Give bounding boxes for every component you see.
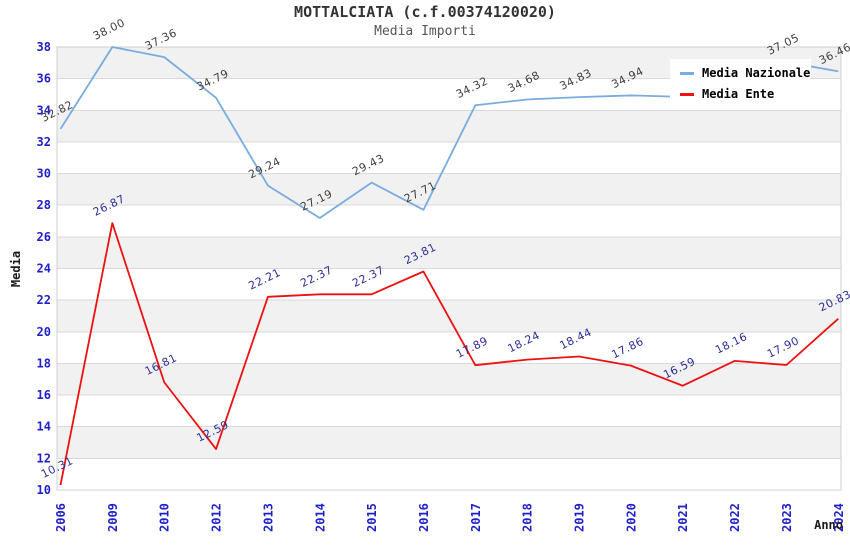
x-tick-label: 2018 — [521, 503, 535, 532]
y-tick-label: 24 — [37, 262, 51, 276]
y-tick-label: 26 — [37, 230, 51, 244]
y-tick-label: 20 — [37, 325, 51, 339]
data-label: 17.89 — [454, 334, 490, 361]
y-tick-label: 30 — [37, 167, 51, 181]
y-tick-label: 16 — [37, 388, 51, 402]
x-tick-label: 2017 — [469, 503, 483, 532]
plot-border — [56, 46, 842, 491]
grid-band — [57, 236, 841, 269]
y-tick-label: 38 — [37, 40, 51, 54]
chart-title: MOTTALCIATA (c.f.00374120020) — [294, 3, 556, 21]
x-tick-label: 2013 — [261, 503, 275, 532]
legend-item-media-nazionale: Media Nazionale — [680, 66, 811, 80]
x-tick-label: 2012 — [210, 503, 224, 532]
y-axis-title: Media — [9, 251, 23, 287]
y-tick-label: 36 — [37, 72, 51, 86]
data-label: 18.24 — [506, 329, 542, 356]
x-tick-label: 2006 — [54, 503, 68, 532]
x-tick-label: 2021 — [676, 503, 690, 532]
x-tick-label: 2016 — [417, 503, 431, 532]
y-tick-label: 22 — [37, 293, 51, 307]
x-tick-label: 2024 — [832, 503, 846, 532]
data-label: 18.16 — [713, 330, 749, 357]
x-tick-label: 2023 — [780, 503, 794, 532]
x-tick-label: 2009 — [106, 503, 120, 532]
x-tick-label: 2020 — [624, 503, 638, 532]
y-tick-label: 14 — [37, 420, 51, 434]
y-tick-label: 12 — [37, 451, 51, 465]
x-tick-label: 2010 — [158, 503, 172, 532]
data-label: 17.86 — [610, 335, 646, 362]
x-tick-label: 2019 — [573, 503, 587, 532]
grid-band — [57, 110, 841, 142]
media-ente-line-marker-icon — [680, 92, 694, 96]
media-nazionale-line-marker-icon — [680, 71, 694, 75]
y-tick-label: 34 — [37, 103, 51, 117]
legend-item-media-ente: Media Ente — [680, 87, 811, 101]
x-tick-label: 2014 — [313, 503, 327, 532]
chart-subtitle: Media Importi — [374, 24, 476, 39]
grid-band — [57, 173, 841, 206]
y-tick-label: 28 — [37, 198, 51, 212]
data-label: 22.21 — [247, 266, 283, 293]
legend-label: Media Nazionale — [702, 66, 811, 80]
y-tick-label: 18 — [37, 356, 51, 370]
series-line-media-ente — [59, 222, 839, 486]
y-tick-label: 32 — [37, 135, 51, 149]
x-tick-label: 2022 — [728, 503, 742, 532]
grid-band — [57, 426, 841, 459]
legend: Media Nazionale Media Ente — [670, 59, 811, 108]
x-tick-label: 2015 — [365, 503, 379, 532]
grid-band — [57, 363, 841, 396]
x-axis-title: Anno — [814, 518, 843, 532]
data-label: 38.00 — [91, 16, 127, 43]
y-tick-label: 10 — [37, 483, 51, 497]
legend-label: Media Ente — [702, 87, 775, 101]
